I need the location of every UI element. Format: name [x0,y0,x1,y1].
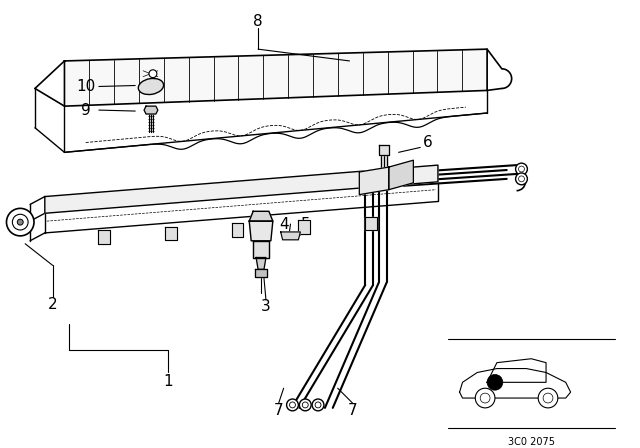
Polygon shape [253,241,269,258]
Polygon shape [45,165,438,213]
Text: 7: 7 [274,403,284,418]
Polygon shape [164,227,177,241]
Polygon shape [249,221,273,241]
Text: 9: 9 [81,103,91,117]
Polygon shape [256,258,266,269]
Polygon shape [281,232,300,240]
Polygon shape [298,220,310,234]
Polygon shape [460,369,571,398]
Text: 2: 2 [48,297,58,312]
Circle shape [538,388,558,408]
Polygon shape [249,211,273,221]
Text: 3C0 2075: 3C0 2075 [508,437,555,448]
Circle shape [6,208,34,236]
Polygon shape [388,160,413,190]
Circle shape [476,388,495,408]
Text: 8: 8 [253,14,263,29]
Text: 10: 10 [76,79,96,94]
Text: 3: 3 [261,299,271,314]
Circle shape [487,375,503,390]
Polygon shape [365,217,377,230]
Text: 5: 5 [300,216,310,232]
Circle shape [516,173,527,185]
Polygon shape [144,106,158,114]
Circle shape [17,219,23,225]
Text: 4: 4 [279,216,289,232]
Polygon shape [379,146,388,155]
Circle shape [300,399,311,411]
Circle shape [287,399,298,411]
Circle shape [516,163,527,175]
Polygon shape [98,230,109,244]
Text: 6: 6 [423,135,433,150]
Polygon shape [255,269,267,277]
Text: 1: 1 [163,374,172,389]
Polygon shape [65,49,487,106]
Circle shape [149,70,157,78]
Circle shape [312,399,324,411]
Polygon shape [232,223,243,237]
Polygon shape [487,359,546,382]
Text: 7: 7 [348,403,357,418]
Ellipse shape [138,78,164,95]
Polygon shape [359,167,388,194]
